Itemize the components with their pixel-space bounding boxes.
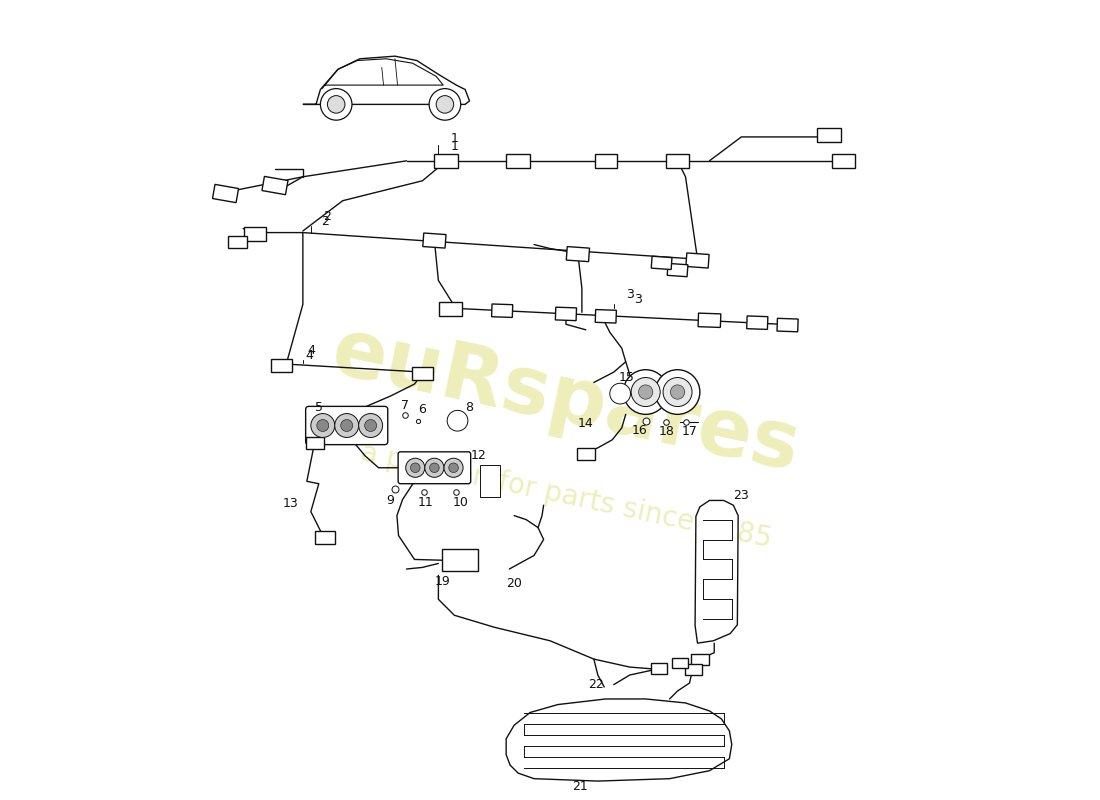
Text: 3: 3 xyxy=(626,288,634,301)
Circle shape xyxy=(406,458,425,478)
Bar xyxy=(412,367,432,380)
Bar xyxy=(212,184,239,202)
Text: 2: 2 xyxy=(322,210,331,223)
Circle shape xyxy=(334,414,359,438)
Text: 15: 15 xyxy=(618,371,635,384)
Bar xyxy=(306,437,323,450)
Text: 2: 2 xyxy=(321,215,329,228)
Circle shape xyxy=(624,370,668,414)
Bar xyxy=(439,302,462,316)
Circle shape xyxy=(311,414,334,438)
Bar xyxy=(686,253,710,268)
Text: a passion for parts since 1985: a passion for parts since 1985 xyxy=(358,438,774,553)
Text: 9: 9 xyxy=(386,494,395,507)
Circle shape xyxy=(448,410,468,431)
Text: 22: 22 xyxy=(588,678,604,691)
Bar xyxy=(747,316,768,330)
Circle shape xyxy=(359,414,383,438)
Bar xyxy=(442,549,478,571)
Text: 19: 19 xyxy=(434,575,450,588)
Text: 5: 5 xyxy=(315,402,322,414)
Bar xyxy=(651,256,672,270)
Bar xyxy=(228,236,248,248)
Circle shape xyxy=(663,378,692,406)
Bar xyxy=(651,663,668,674)
Text: 11: 11 xyxy=(418,495,433,509)
FancyBboxPatch shape xyxy=(398,452,471,484)
Text: 4: 4 xyxy=(306,349,313,362)
Circle shape xyxy=(341,419,353,431)
Bar xyxy=(668,263,688,277)
Text: 20: 20 xyxy=(506,577,522,590)
Polygon shape xyxy=(302,56,470,104)
Bar xyxy=(672,658,688,668)
Bar xyxy=(271,359,292,372)
Text: 6: 6 xyxy=(418,403,427,416)
Circle shape xyxy=(410,463,420,473)
Circle shape xyxy=(449,463,459,473)
Text: 1: 1 xyxy=(450,140,459,153)
Circle shape xyxy=(364,419,376,431)
Bar xyxy=(667,154,689,168)
Bar xyxy=(566,246,590,262)
Bar xyxy=(556,307,576,321)
Bar xyxy=(262,177,288,194)
Circle shape xyxy=(320,89,352,120)
Bar xyxy=(595,310,616,323)
Circle shape xyxy=(444,458,463,478)
Bar xyxy=(595,154,617,168)
Text: 21: 21 xyxy=(572,780,588,793)
Text: 13: 13 xyxy=(283,497,299,510)
Polygon shape xyxy=(695,501,738,643)
Text: 14: 14 xyxy=(578,418,594,430)
Circle shape xyxy=(656,370,700,414)
Bar xyxy=(506,154,530,168)
Circle shape xyxy=(609,383,630,404)
Text: euRspares: euRspares xyxy=(324,312,807,488)
Circle shape xyxy=(670,385,684,399)
Bar xyxy=(698,313,720,327)
Circle shape xyxy=(425,458,444,478)
Bar xyxy=(492,304,513,318)
Bar xyxy=(422,233,446,248)
Circle shape xyxy=(430,463,439,473)
Text: 12: 12 xyxy=(471,450,486,462)
Bar xyxy=(817,128,842,142)
Circle shape xyxy=(328,96,345,113)
Circle shape xyxy=(437,96,453,113)
Text: 8: 8 xyxy=(464,402,473,414)
Bar xyxy=(684,664,702,675)
Circle shape xyxy=(631,378,660,406)
Text: 4: 4 xyxy=(307,344,315,357)
Bar xyxy=(316,530,336,543)
Bar xyxy=(481,466,500,498)
Bar xyxy=(777,318,799,332)
Polygon shape xyxy=(506,699,732,781)
Text: 18: 18 xyxy=(659,425,674,438)
Text: 1: 1 xyxy=(450,132,459,145)
Circle shape xyxy=(317,419,329,431)
Text: 17: 17 xyxy=(682,426,697,438)
Circle shape xyxy=(429,89,461,120)
Text: 7: 7 xyxy=(400,399,409,412)
Text: 3: 3 xyxy=(634,293,641,306)
Circle shape xyxy=(638,385,652,399)
Bar xyxy=(578,448,595,460)
Text: 16: 16 xyxy=(631,424,647,437)
Bar xyxy=(691,654,708,665)
Bar xyxy=(434,154,459,168)
FancyBboxPatch shape xyxy=(306,406,388,445)
Text: 10: 10 xyxy=(453,495,469,509)
Bar xyxy=(244,227,266,241)
Bar xyxy=(833,154,855,168)
Text: 23: 23 xyxy=(734,489,749,502)
